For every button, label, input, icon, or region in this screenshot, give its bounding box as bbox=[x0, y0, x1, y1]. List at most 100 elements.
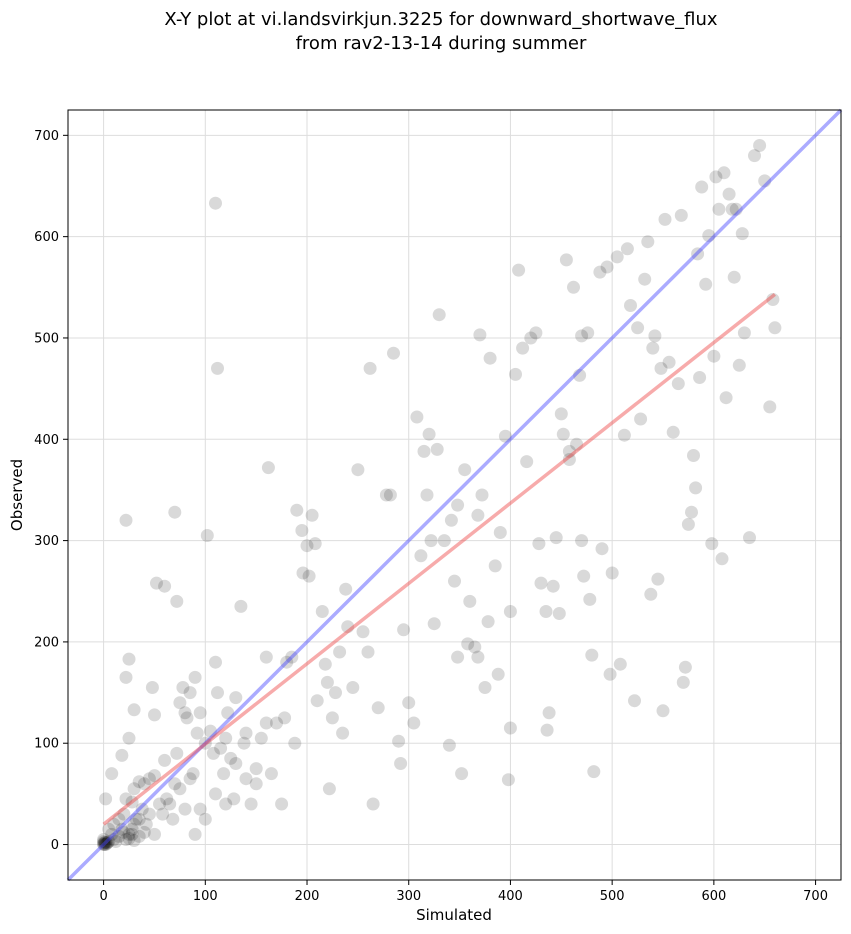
data-point bbox=[702, 229, 716, 243]
data-point bbox=[605, 566, 619, 580]
data-point bbox=[512, 263, 526, 277]
data-point bbox=[397, 623, 411, 637]
data-point bbox=[98, 838, 112, 851]
x-tick-label: 200 bbox=[295, 889, 320, 904]
data-point bbox=[729, 202, 743, 216]
data-point bbox=[424, 534, 438, 548]
x-tick-label: 0 bbox=[99, 889, 107, 904]
data-point bbox=[125, 827, 139, 841]
data-point bbox=[99, 792, 113, 806]
data-point bbox=[322, 782, 336, 796]
data-point bbox=[366, 797, 380, 811]
data-point bbox=[432, 308, 446, 322]
data-point bbox=[427, 617, 441, 631]
data-point bbox=[600, 260, 614, 274]
data-point bbox=[244, 797, 258, 811]
data-point bbox=[173, 782, 187, 796]
data-point bbox=[105, 827, 119, 841]
data-point bbox=[122, 652, 136, 666]
data-point bbox=[763, 400, 777, 414]
data-point bbox=[662, 355, 676, 369]
y-tick-label: 700 bbox=[34, 129, 59, 144]
data-point bbox=[278, 711, 292, 725]
data-point bbox=[115, 748, 129, 762]
data-point bbox=[483, 351, 497, 365]
data-point bbox=[329, 686, 342, 700]
y-tick-label: 300 bbox=[34, 534, 59, 549]
data-point bbox=[631, 321, 645, 335]
plot-area-frame bbox=[67, 109, 842, 881]
data-point bbox=[229, 691, 243, 705]
data-point bbox=[188, 827, 202, 841]
data-point bbox=[573, 368, 587, 382]
x-tick-label: 400 bbox=[498, 889, 523, 904]
data-point bbox=[722, 187, 736, 201]
data-point bbox=[651, 572, 665, 586]
data-point bbox=[288, 736, 302, 750]
data-point bbox=[610, 250, 624, 264]
data-point bbox=[227, 792, 241, 806]
data-point bbox=[300, 539, 314, 553]
data-point bbox=[524, 331, 538, 345]
x-tick-label: 600 bbox=[701, 889, 726, 904]
one-to-one-line bbox=[66, 108, 843, 882]
data-point bbox=[363, 361, 377, 375]
data-point bbox=[305, 508, 319, 522]
data-point bbox=[562, 444, 576, 458]
data-point bbox=[488, 559, 502, 573]
data-point bbox=[117, 825, 131, 839]
data-point bbox=[444, 513, 458, 527]
data-point bbox=[478, 681, 492, 694]
data-point bbox=[112, 812, 126, 826]
data-point bbox=[575, 329, 589, 343]
data-point bbox=[346, 681, 360, 694]
data-point bbox=[577, 569, 591, 583]
x-axis-ticks: 0 100 200 300 400 500 600 700 bbox=[99, 880, 828, 904]
data-point bbox=[656, 704, 670, 718]
data-point bbox=[383, 488, 397, 502]
data-point bbox=[150, 576, 163, 590]
data-point bbox=[168, 505, 182, 519]
data-point bbox=[766, 293, 780, 306]
data-point bbox=[339, 582, 353, 596]
data-point bbox=[198, 736, 212, 750]
data-point bbox=[127, 782, 141, 796]
y-tick-label: 200 bbox=[34, 635, 59, 650]
data-point bbox=[624, 299, 637, 312]
data-point bbox=[719, 391, 733, 405]
data-point bbox=[198, 812, 212, 826]
data-point bbox=[119, 833, 133, 846]
data-point bbox=[498, 429, 512, 443]
data-point bbox=[100, 837, 114, 850]
data-point bbox=[583, 592, 597, 606]
data-point bbox=[422, 427, 436, 441]
data-point bbox=[715, 552, 729, 566]
data-point bbox=[678, 660, 692, 674]
data-point bbox=[122, 731, 136, 745]
data-point bbox=[156, 807, 170, 821]
data-point bbox=[166, 812, 180, 826]
data-point bbox=[617, 428, 631, 442]
data-point bbox=[758, 174, 772, 188]
data-point bbox=[685, 505, 698, 519]
data-point bbox=[188, 670, 202, 684]
data-point bbox=[689, 481, 703, 495]
data-point bbox=[387, 346, 400, 360]
data-point bbox=[628, 694, 641, 708]
data-point bbox=[178, 802, 192, 816]
grid bbox=[68, 110, 841, 880]
data-point bbox=[603, 667, 617, 681]
data-point bbox=[717, 166, 731, 180]
data-point bbox=[737, 326, 751, 340]
data-point bbox=[620, 242, 634, 256]
data-point bbox=[102, 822, 116, 836]
chart-title-line-1: X-Y plot at vi.landsvirkjun.3225 for dow… bbox=[164, 9, 717, 30]
data-point bbox=[178, 706, 192, 720]
data-point bbox=[302, 569, 316, 583]
data-point bbox=[712, 202, 726, 216]
data-point bbox=[229, 757, 243, 770]
data-point bbox=[556, 427, 570, 441]
data-point bbox=[356, 625, 370, 639]
data-point bbox=[542, 706, 556, 720]
data-point bbox=[333, 645, 347, 659]
